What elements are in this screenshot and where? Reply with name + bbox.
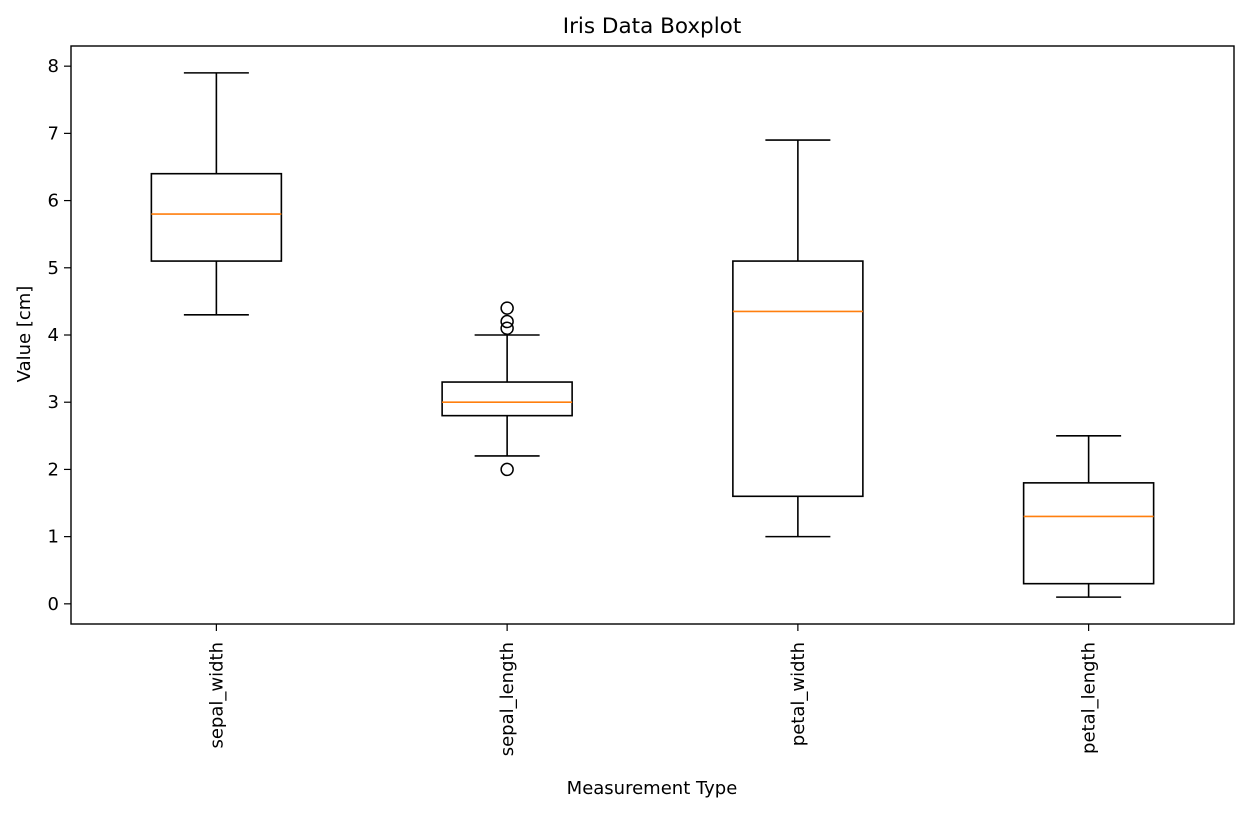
outlier-point [500, 301, 514, 315]
y-tick-label: 3 [48, 392, 59, 413]
x-tick-label: sepal_width [206, 642, 227, 749]
x-tick-label: sepal_length [497, 642, 518, 756]
plot-frame [70, 45, 1235, 625]
x-axis-label: Measurement Type [567, 778, 738, 799]
y-tick-label: 8 [48, 56, 59, 77]
x-tick-label: petal_length [1079, 642, 1100, 754]
box-group: petal_width [732, 139, 864, 746]
y-tick-label: 7 [48, 123, 59, 144]
box-group: sepal_length [441, 301, 573, 756]
y-tick-label: 2 [48, 459, 59, 480]
iqr-box [441, 381, 573, 417]
chart-title: Iris Data Boxplot [563, 14, 742, 39]
plot-area: 0 1 2 3 4 5 6 7 8 sepal_width sepal_length petal_wi… [48, 45, 1235, 756]
outlier-point [500, 462, 514, 477]
outlier-point [500, 314, 514, 329]
x-tick-label: petal_width [788, 642, 809, 746]
iqr-box [732, 260, 864, 498]
box-group: petal_length [1022, 435, 1155, 754]
y-tick-label: 6 [48, 191, 59, 212]
y-tick-label: 5 [48, 258, 59, 279]
box-group: sepal_width [150, 72, 283, 749]
iqr-box [150, 172, 283, 262]
y-tick-label: 1 [48, 527, 59, 548]
y-tick-label: 0 [48, 594, 59, 615]
y-axis-label: Value [cm] [14, 286, 35, 383]
outlier-point [500, 321, 514, 336]
y-tick-label: 4 [48, 325, 59, 346]
iqr-box [1022, 482, 1155, 585]
